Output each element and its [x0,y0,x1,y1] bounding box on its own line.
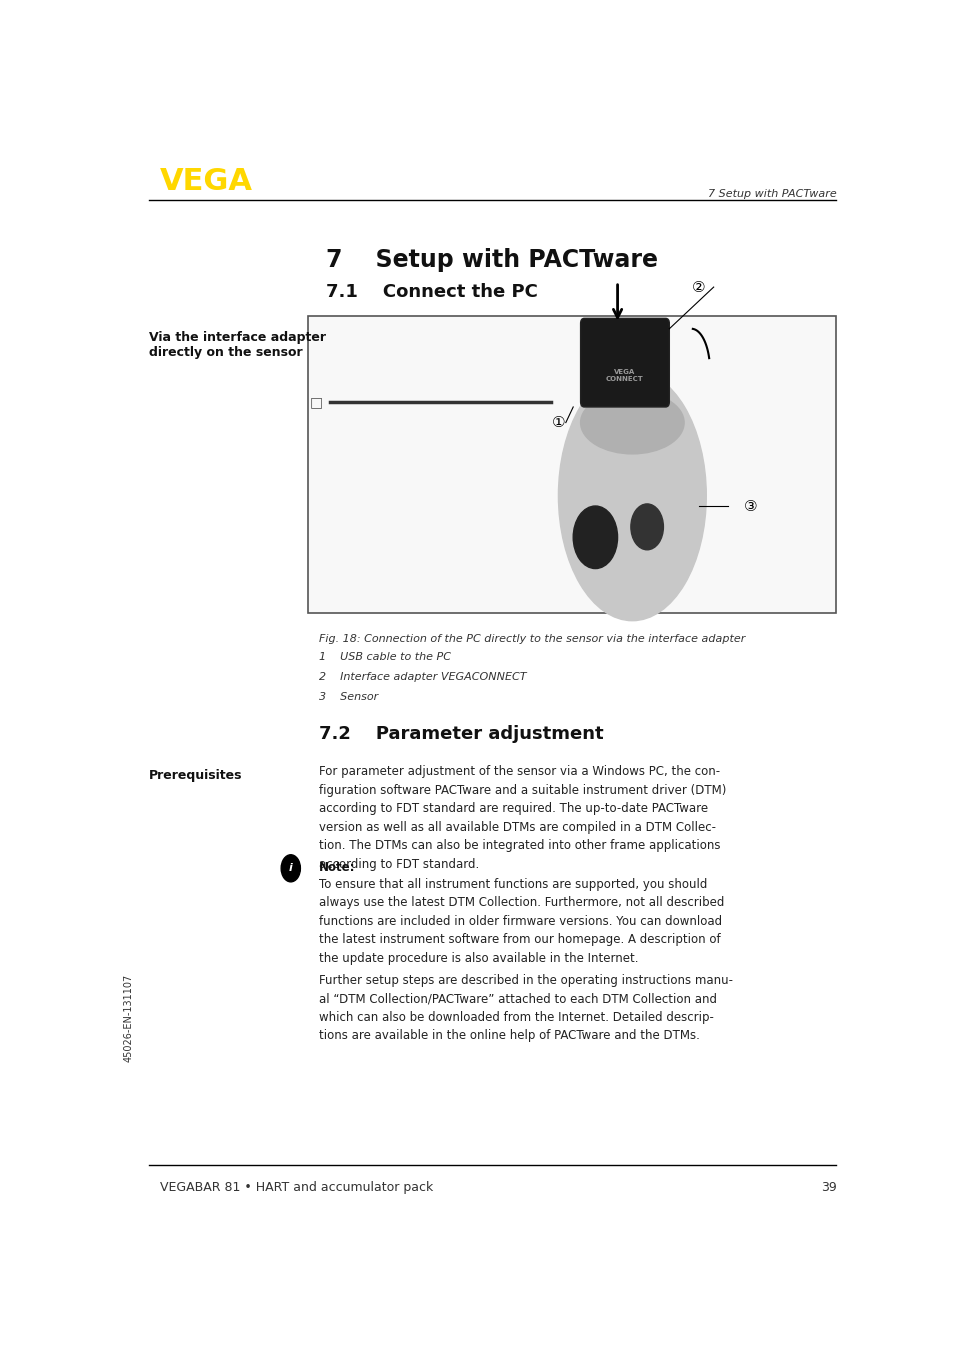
Text: 7.2    Parameter adjustment: 7.2 Parameter adjustment [318,726,603,743]
Text: Fig. 18: Connection of the PC directly to the sensor via the interface adapter: Fig. 18: Connection of the PC directly t… [318,634,744,643]
Circle shape [281,854,300,881]
Text: 2    Interface adapter VEGACONNECT: 2 Interface adapter VEGACONNECT [318,673,526,682]
Text: VEGA: VEGA [160,167,253,196]
Text: To ensure that all instrument functions are supported, you should
always use the: To ensure that all instrument functions … [318,877,723,964]
Ellipse shape [558,371,705,620]
Text: 45026-EN-131107: 45026-EN-131107 [124,974,133,1062]
Text: 7    Setup with PACTware: 7 Setup with PACTware [326,248,658,272]
FancyBboxPatch shape [308,315,836,613]
Text: ①: ① [551,416,564,431]
Text: 7.1    Connect the PC: 7.1 Connect the PC [326,283,537,302]
Text: Further setup steps are described in the operating instructions manu-
al “DTM Co: Further setup steps are described in the… [318,974,732,1043]
Text: 1    USB cable to the PC: 1 USB cable to the PC [318,653,451,662]
Text: 3    Sensor: 3 Sensor [318,692,377,703]
Text: 39: 39 [820,1181,836,1194]
Text: Prerequisites: Prerequisites [149,769,242,783]
FancyBboxPatch shape [580,318,669,408]
Text: For parameter adjustment of the sensor via a Windows PC, the con-
figuration sof: For parameter adjustment of the sensor v… [318,765,725,871]
Text: Note:: Note: [318,861,355,875]
Text: ②: ② [691,279,705,295]
Text: ③: ③ [743,498,757,513]
Text: VEGA
CONNECT: VEGA CONNECT [605,370,643,382]
Circle shape [630,504,662,550]
Text: 7 Setup with PACTware: 7 Setup with PACTware [707,190,836,199]
Circle shape [573,506,617,569]
Text: Via the interface adapter
directly on the sensor: Via the interface adapter directly on th… [149,332,326,359]
Ellipse shape [580,391,683,454]
Text: VEGABAR 81 • HART and accumulator pack: VEGABAR 81 • HART and accumulator pack [160,1181,433,1194]
Text: i: i [289,864,293,873]
Text: □: □ [309,395,322,409]
